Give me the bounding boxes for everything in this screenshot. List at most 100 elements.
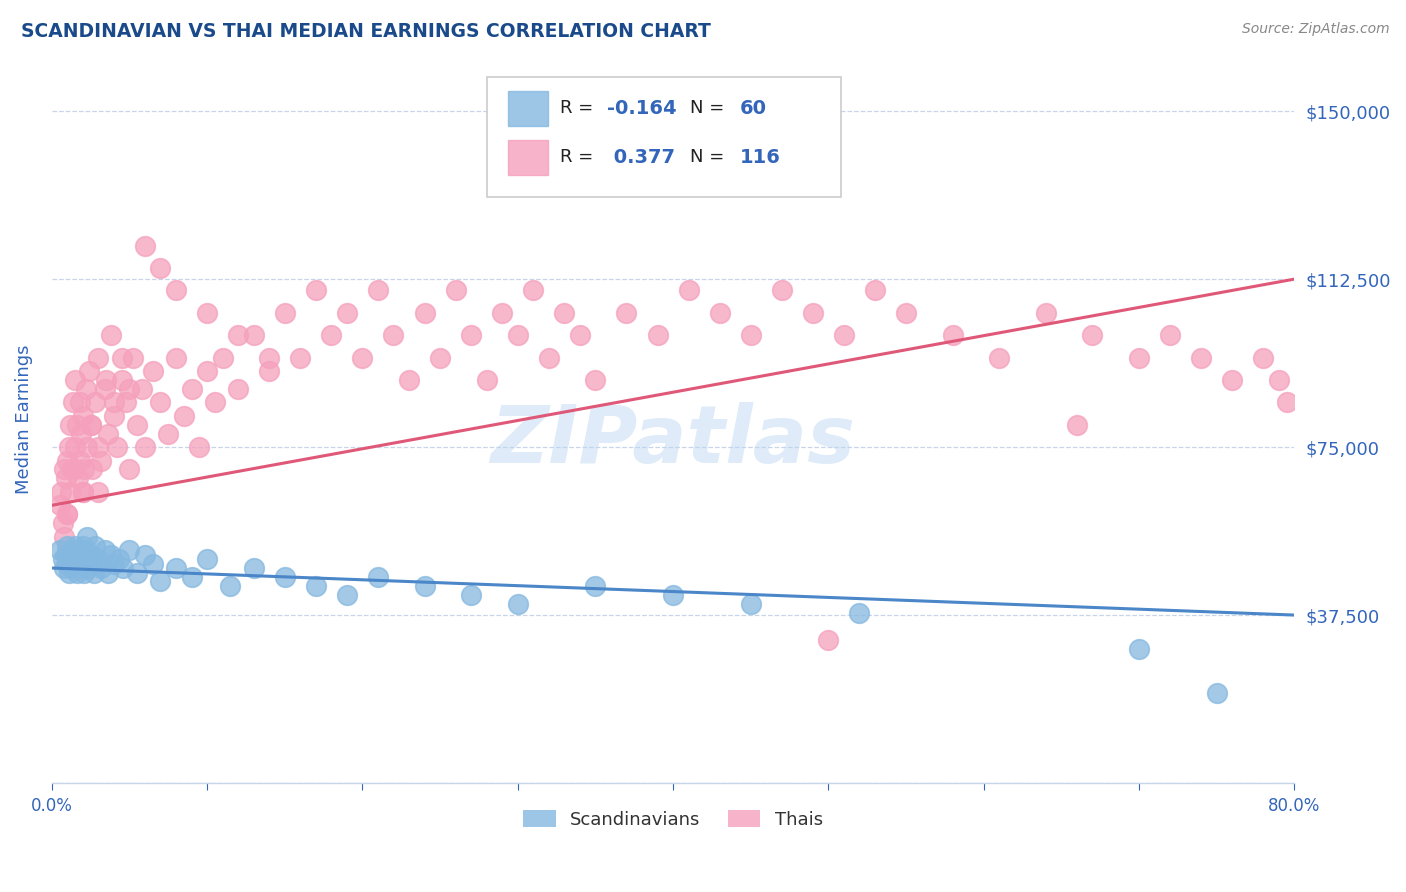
Point [336, 306, 359, 320]
Point [103, 557, 125, 571]
Point [83, 566, 105, 580]
Point [165, 351, 187, 365]
Point [118, 462, 141, 476]
Text: 0.377: 0.377 [607, 147, 675, 167]
Point [142, 364, 165, 378]
Point [1128, 351, 1150, 365]
Point [616, 306, 638, 320]
Point [60, 543, 83, 558]
Point [429, 351, 451, 365]
Point [73, 462, 96, 476]
Point [48, 543, 70, 558]
Point [863, 283, 886, 297]
Point [127, 566, 149, 580]
Point [709, 306, 731, 320]
Point [460, 328, 482, 343]
Point [134, 548, 156, 562]
Point [62, 395, 84, 409]
Point [87, 484, 110, 499]
Point [195, 552, 218, 566]
Point [647, 328, 669, 343]
Point [134, 440, 156, 454]
Point [1035, 306, 1057, 320]
Point [506, 328, 529, 343]
Text: R =: R = [560, 99, 599, 117]
Point [118, 382, 141, 396]
Point [67, 471, 90, 485]
Point [127, 417, 149, 432]
Point [522, 283, 544, 297]
Point [56, 453, 79, 467]
Point [67, 552, 90, 566]
Point [111, 351, 134, 365]
Point [165, 283, 187, 297]
Point [77, 561, 100, 575]
Point [817, 632, 839, 647]
Point [1220, 373, 1243, 387]
Point [226, 382, 249, 396]
Point [204, 395, 226, 409]
Bar [508, 139, 547, 175]
Point [1205, 686, 1227, 700]
Point [149, 260, 172, 275]
Text: 60: 60 [740, 99, 768, 118]
Point [149, 395, 172, 409]
Point [87, 552, 110, 566]
Point [72, 557, 94, 571]
Point [65, 566, 87, 580]
Point [894, 306, 917, 320]
Point [848, 606, 870, 620]
Point [79, 548, 101, 562]
Point [103, 409, 125, 423]
Point [105, 440, 128, 454]
Point [70, 548, 93, 562]
Point [69, 561, 91, 575]
Point [72, 484, 94, 499]
Point [56, 557, 79, 571]
Text: N =: N = [690, 148, 731, 166]
Text: SCANDINAVIAN VS THAI MEDIAN EARNINGS CORRELATION CHART: SCANDINAVIAN VS THAI MEDIAN EARNINGS COR… [21, 22, 711, 41]
Point [53, 462, 76, 476]
Point [157, 426, 180, 441]
Point [82, 557, 104, 571]
Point [76, 440, 98, 454]
Point [59, 484, 82, 499]
Point [413, 306, 436, 320]
Point [367, 570, 389, 584]
Point [537, 351, 560, 365]
Point [63, 539, 86, 553]
Point [257, 364, 280, 378]
Point [55, 548, 77, 562]
Point [75, 552, 97, 566]
Point [69, 543, 91, 558]
Bar [508, 91, 547, 126]
Point [94, 373, 117, 387]
Point [1081, 328, 1104, 343]
Point [53, 561, 76, 575]
Point [72, 484, 94, 499]
Point [553, 306, 575, 320]
Point [173, 409, 195, 423]
Point [460, 588, 482, 602]
Point [121, 351, 143, 365]
Point [1066, 417, 1088, 432]
Point [211, 351, 233, 365]
Point [290, 351, 312, 365]
Point [740, 328, 762, 343]
Point [97, 426, 120, 441]
Point [583, 373, 606, 387]
Point [63, 373, 86, 387]
Point [1268, 373, 1291, 387]
Point [48, 499, 70, 513]
Point [180, 382, 202, 396]
Point [1128, 641, 1150, 656]
Point [59, 552, 82, 566]
Point [107, 552, 129, 566]
Point [72, 409, 94, 423]
Point [87, 440, 110, 454]
Point [1253, 351, 1275, 365]
Point [583, 579, 606, 593]
Point [53, 530, 76, 544]
Point [475, 373, 498, 387]
Point [195, 306, 218, 320]
